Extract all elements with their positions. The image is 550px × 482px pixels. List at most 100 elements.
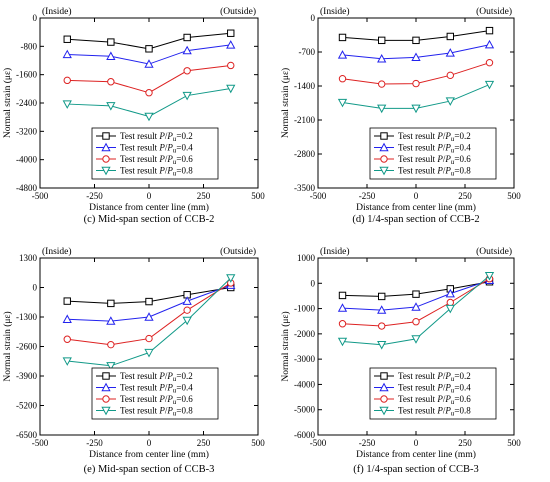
y-tick-label: 1300 [19,253,38,263]
panel-caption: (c) Mid-span section of CCB-2 [84,214,215,225]
inside-label: (Inside) [42,246,72,257]
data-point [484,39,495,49]
y-tick-label: -2800 [294,149,315,159]
legend-label: Test result P/Pu=0.4 [398,383,471,395]
legend-label: Test result P/Pu=0.4 [120,143,193,155]
y-tick-label: -4000 [294,379,315,389]
data-point [337,98,348,108]
y-tick-label: 1000 [297,253,316,263]
legend-marker [101,382,111,392]
x-axis-title: Distance from center line (mm) [89,202,209,213]
data-point [485,26,494,35]
y-tick-label: 0 [311,278,316,288]
data-point [106,51,116,60]
chart-panel-2: -500 -250 0 250 500 0 -700 -1400 -2100 -2800 -3500… [280,6,521,225]
data-point [337,337,348,347]
chart-panel-3: -500 -250 0 250 500 1300 0 -1300 -2600 -3900 -5200… [2,246,265,475]
x-tick-label: -500 [310,438,327,448]
legend-label: Test result P/Pu=0.8 [398,406,471,418]
y-tick-label: -4800 [16,183,37,193]
series-2 [62,40,236,68]
data-point [338,33,347,42]
series-2 [62,280,236,325]
x-tick-label: 500 [251,438,265,448]
data-point [182,316,192,326]
y-tick-label: -2400 [16,98,37,108]
data-point [337,303,348,312]
series-4 [62,274,236,371]
data-point [63,335,71,343]
data-point [484,272,495,281]
legend-marker [102,395,110,403]
x-tick-label: 0 [414,191,419,201]
data-point [411,335,421,344]
x-tick-label: 500 [507,191,521,201]
legend-marker [102,155,110,163]
data-point [445,97,455,106]
x-tick-label: 500 [251,191,265,201]
outside-label: (Outside) [220,6,256,17]
legend-label: Test result P/Pu=0.4 [398,143,471,155]
data-point [107,78,115,86]
y-tick-label: -1300 [16,312,37,322]
data-point [227,29,235,37]
data-point [63,35,71,43]
y-tick-label: -5200 [16,401,37,411]
data-point [62,357,72,366]
series-4 [337,80,495,114]
inside-label: (Inside) [320,6,350,17]
data-point [377,341,387,350]
x-tick-label: 0 [414,438,419,448]
data-point [183,33,191,42]
series-line [67,64,231,94]
y-tick-label: -800 [21,41,38,51]
x-tick-label: 250 [197,438,211,448]
y-tick-label: 0 [33,283,38,293]
panel-caption: (f) 1/4-span section of CCB-3 [353,464,478,475]
series-4 [337,272,495,350]
legend-marker [101,166,111,176]
x-tick-label: 500 [507,438,521,448]
legend-marker [379,406,389,416]
data-point [63,297,71,305]
legend-marker [101,142,111,152]
data-point [63,76,71,85]
legend-marker [379,382,389,392]
outside-label: (Outside) [476,246,512,257]
data-point [182,296,192,305]
data-point [446,71,454,80]
y-tick-label: -1600 [16,70,37,80]
y-tick-label: -2600 [16,342,37,352]
legend-marker [102,372,110,380]
series-1 [338,278,494,301]
data-point [144,312,154,321]
data-point [145,297,153,306]
series-2 [337,39,495,63]
y-axis-title: Normal strain (με) [280,311,291,381]
data-point [445,48,455,57]
legend-marker [101,406,111,416]
y-tick-label: 0 [33,13,38,23]
x-tick-label: -250 [86,191,103,201]
x-tick-label: -250 [359,438,376,448]
x-tick-label: -250 [359,191,376,201]
legend-label: Test result P/Pu=0.6 [120,154,193,166]
legend-marker [380,132,388,140]
data-point [144,112,154,122]
x-axis-title: Distance from center line (mm) [356,449,476,460]
legend-label: Test result P/Pu=0.2 [120,371,193,383]
legend-marker [380,372,388,380]
data-point [338,291,347,300]
data-point [411,52,421,62]
data-point [183,306,191,314]
chart-panel-4: -500 -250 0 250 500 1000 0 -1000 -2000 -3000 -4000… [280,246,521,475]
data-point [145,89,153,97]
legend-label: Test result P/Pu=0.8 [398,166,471,178]
data-point [227,61,235,70]
data-point [106,362,116,371]
series-1 [63,29,235,53]
x-axis-title: Distance from center line (mm) [356,202,476,213]
y-tick-label: -1400 [294,81,315,91]
